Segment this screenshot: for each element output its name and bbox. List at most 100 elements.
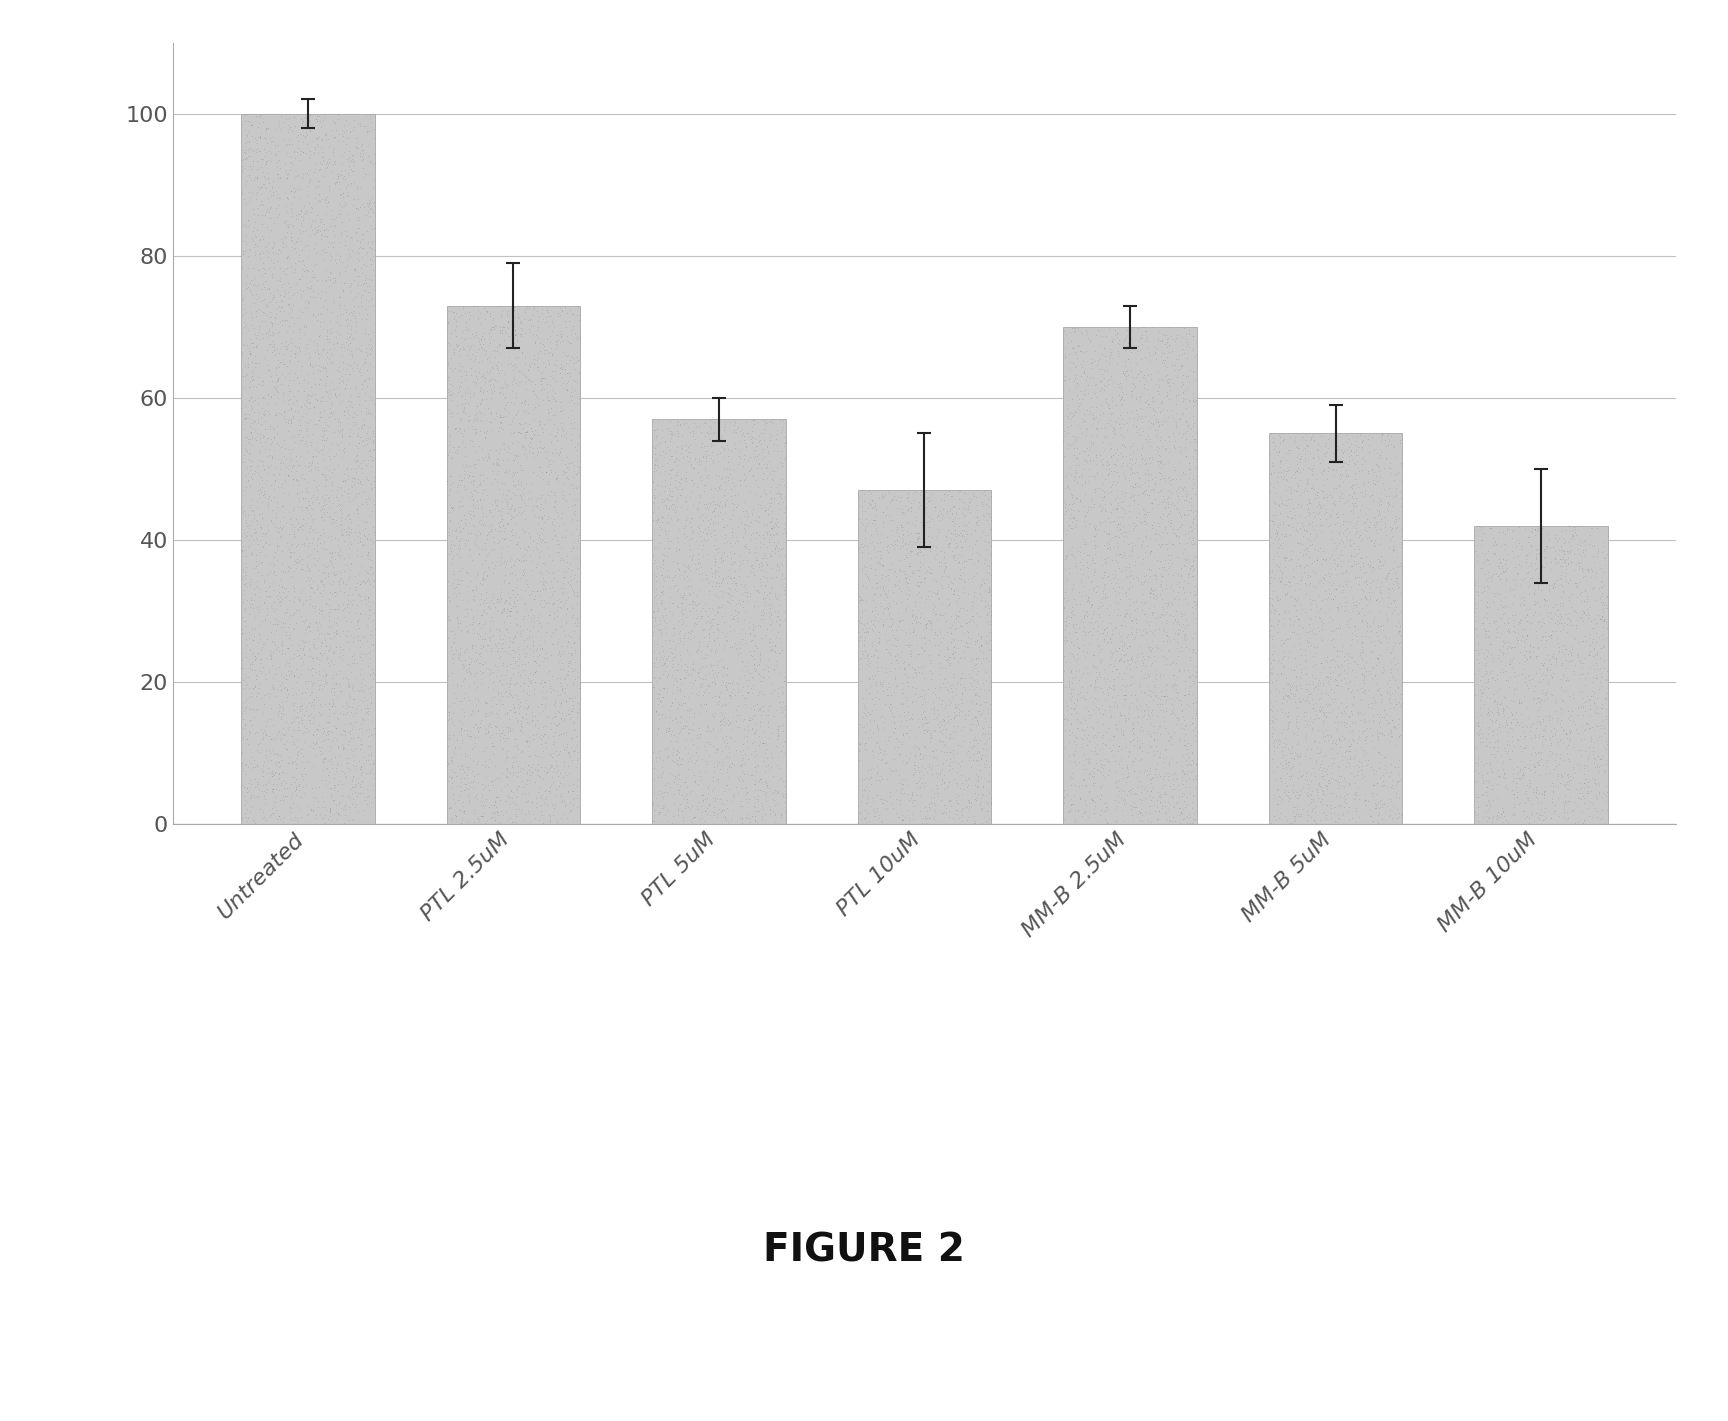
- Point: [328, 419, 356, 442]
- Point: [942, 693, 969, 716]
- Point: [1106, 375, 1134, 398]
- Point: [1550, 772, 1578, 794]
- Point: [1265, 495, 1293, 517]
- Point: [696, 615, 724, 638]
- Point: [1113, 625, 1140, 648]
- Point: [1078, 789, 1106, 811]
- Point: [1490, 641, 1517, 664]
- Point: [437, 710, 465, 733]
- Point: [646, 443, 674, 466]
- Point: [292, 621, 320, 644]
- Point: [544, 743, 572, 766]
- Point: [1515, 556, 1543, 578]
- Point: [332, 377, 359, 399]
- Point: [1151, 519, 1178, 541]
- Point: [299, 755, 327, 777]
- Point: [700, 489, 727, 512]
- Point: [1483, 803, 1510, 826]
- Point: [1137, 540, 1165, 563]
- Point: [515, 480, 543, 503]
- Point: [1073, 716, 1101, 739]
- Point: [1077, 449, 1104, 472]
- Point: [1586, 671, 1614, 693]
- Point: [769, 435, 797, 458]
- Point: [337, 701, 365, 723]
- Point: [1070, 620, 1097, 642]
- Point: [261, 428, 289, 450]
- Point: [962, 664, 990, 686]
- Point: [1336, 719, 1363, 742]
- Point: [729, 595, 757, 618]
- Point: [237, 720, 264, 743]
- Point: [1267, 486, 1294, 509]
- Point: [1571, 691, 1598, 713]
- Point: [351, 571, 378, 594]
- Point: [273, 186, 301, 209]
- Point: [1156, 774, 1184, 797]
- Point: [320, 291, 347, 314]
- Point: [285, 587, 313, 610]
- Point: [237, 138, 264, 161]
- Point: [1146, 746, 1173, 769]
- Point: [292, 618, 320, 641]
- Point: [306, 360, 334, 382]
- Point: [1369, 661, 1396, 684]
- Point: [1581, 752, 1609, 774]
- Point: [691, 611, 719, 634]
- Point: [700, 448, 727, 470]
- Point: [558, 657, 586, 679]
- Point: [1270, 756, 1298, 779]
- Point: [492, 591, 520, 614]
- Point: [1140, 419, 1168, 442]
- Point: [1109, 497, 1137, 520]
- Point: [1367, 583, 1394, 605]
- Point: [1486, 567, 1514, 590]
- Point: [1564, 696, 1591, 719]
- Point: [1360, 556, 1388, 578]
- Point: [541, 607, 569, 630]
- Point: [451, 388, 479, 411]
- Point: [489, 509, 517, 531]
- Point: [555, 362, 582, 385]
- Point: [651, 495, 679, 517]
- Point: [511, 598, 539, 621]
- Point: [560, 531, 588, 554]
- Point: [299, 519, 327, 541]
- Point: [328, 502, 356, 524]
- Point: [962, 506, 990, 529]
- Point: [565, 392, 593, 415]
- Point: [494, 325, 522, 348]
- Point: [1372, 709, 1400, 732]
- Point: [1348, 645, 1375, 668]
- Point: [1270, 632, 1298, 655]
- Point: [1075, 780, 1102, 803]
- Point: [698, 561, 726, 584]
- Point: [475, 445, 503, 468]
- Point: [463, 787, 491, 810]
- Point: [339, 342, 366, 365]
- Point: [1108, 522, 1135, 544]
- Point: [454, 725, 482, 747]
- Point: [771, 567, 798, 590]
- Point: [325, 409, 353, 432]
- Point: [1365, 446, 1393, 469]
- Point: [959, 485, 987, 507]
- Point: [271, 668, 299, 691]
- Point: [1360, 685, 1388, 708]
- Point: [238, 678, 266, 701]
- Point: [337, 158, 365, 180]
- Point: [558, 787, 586, 810]
- Point: [962, 495, 990, 517]
- Point: [292, 496, 320, 519]
- Point: [1272, 736, 1299, 759]
- Point: [339, 764, 366, 787]
- Point: [1320, 531, 1348, 554]
- Point: [1593, 682, 1621, 705]
- Point: [1353, 716, 1381, 739]
- Point: [848, 716, 876, 739]
- Point: [1182, 544, 1210, 567]
- Point: [306, 736, 334, 759]
- Point: [639, 502, 667, 524]
- Point: [1557, 705, 1585, 728]
- Point: [866, 688, 893, 710]
